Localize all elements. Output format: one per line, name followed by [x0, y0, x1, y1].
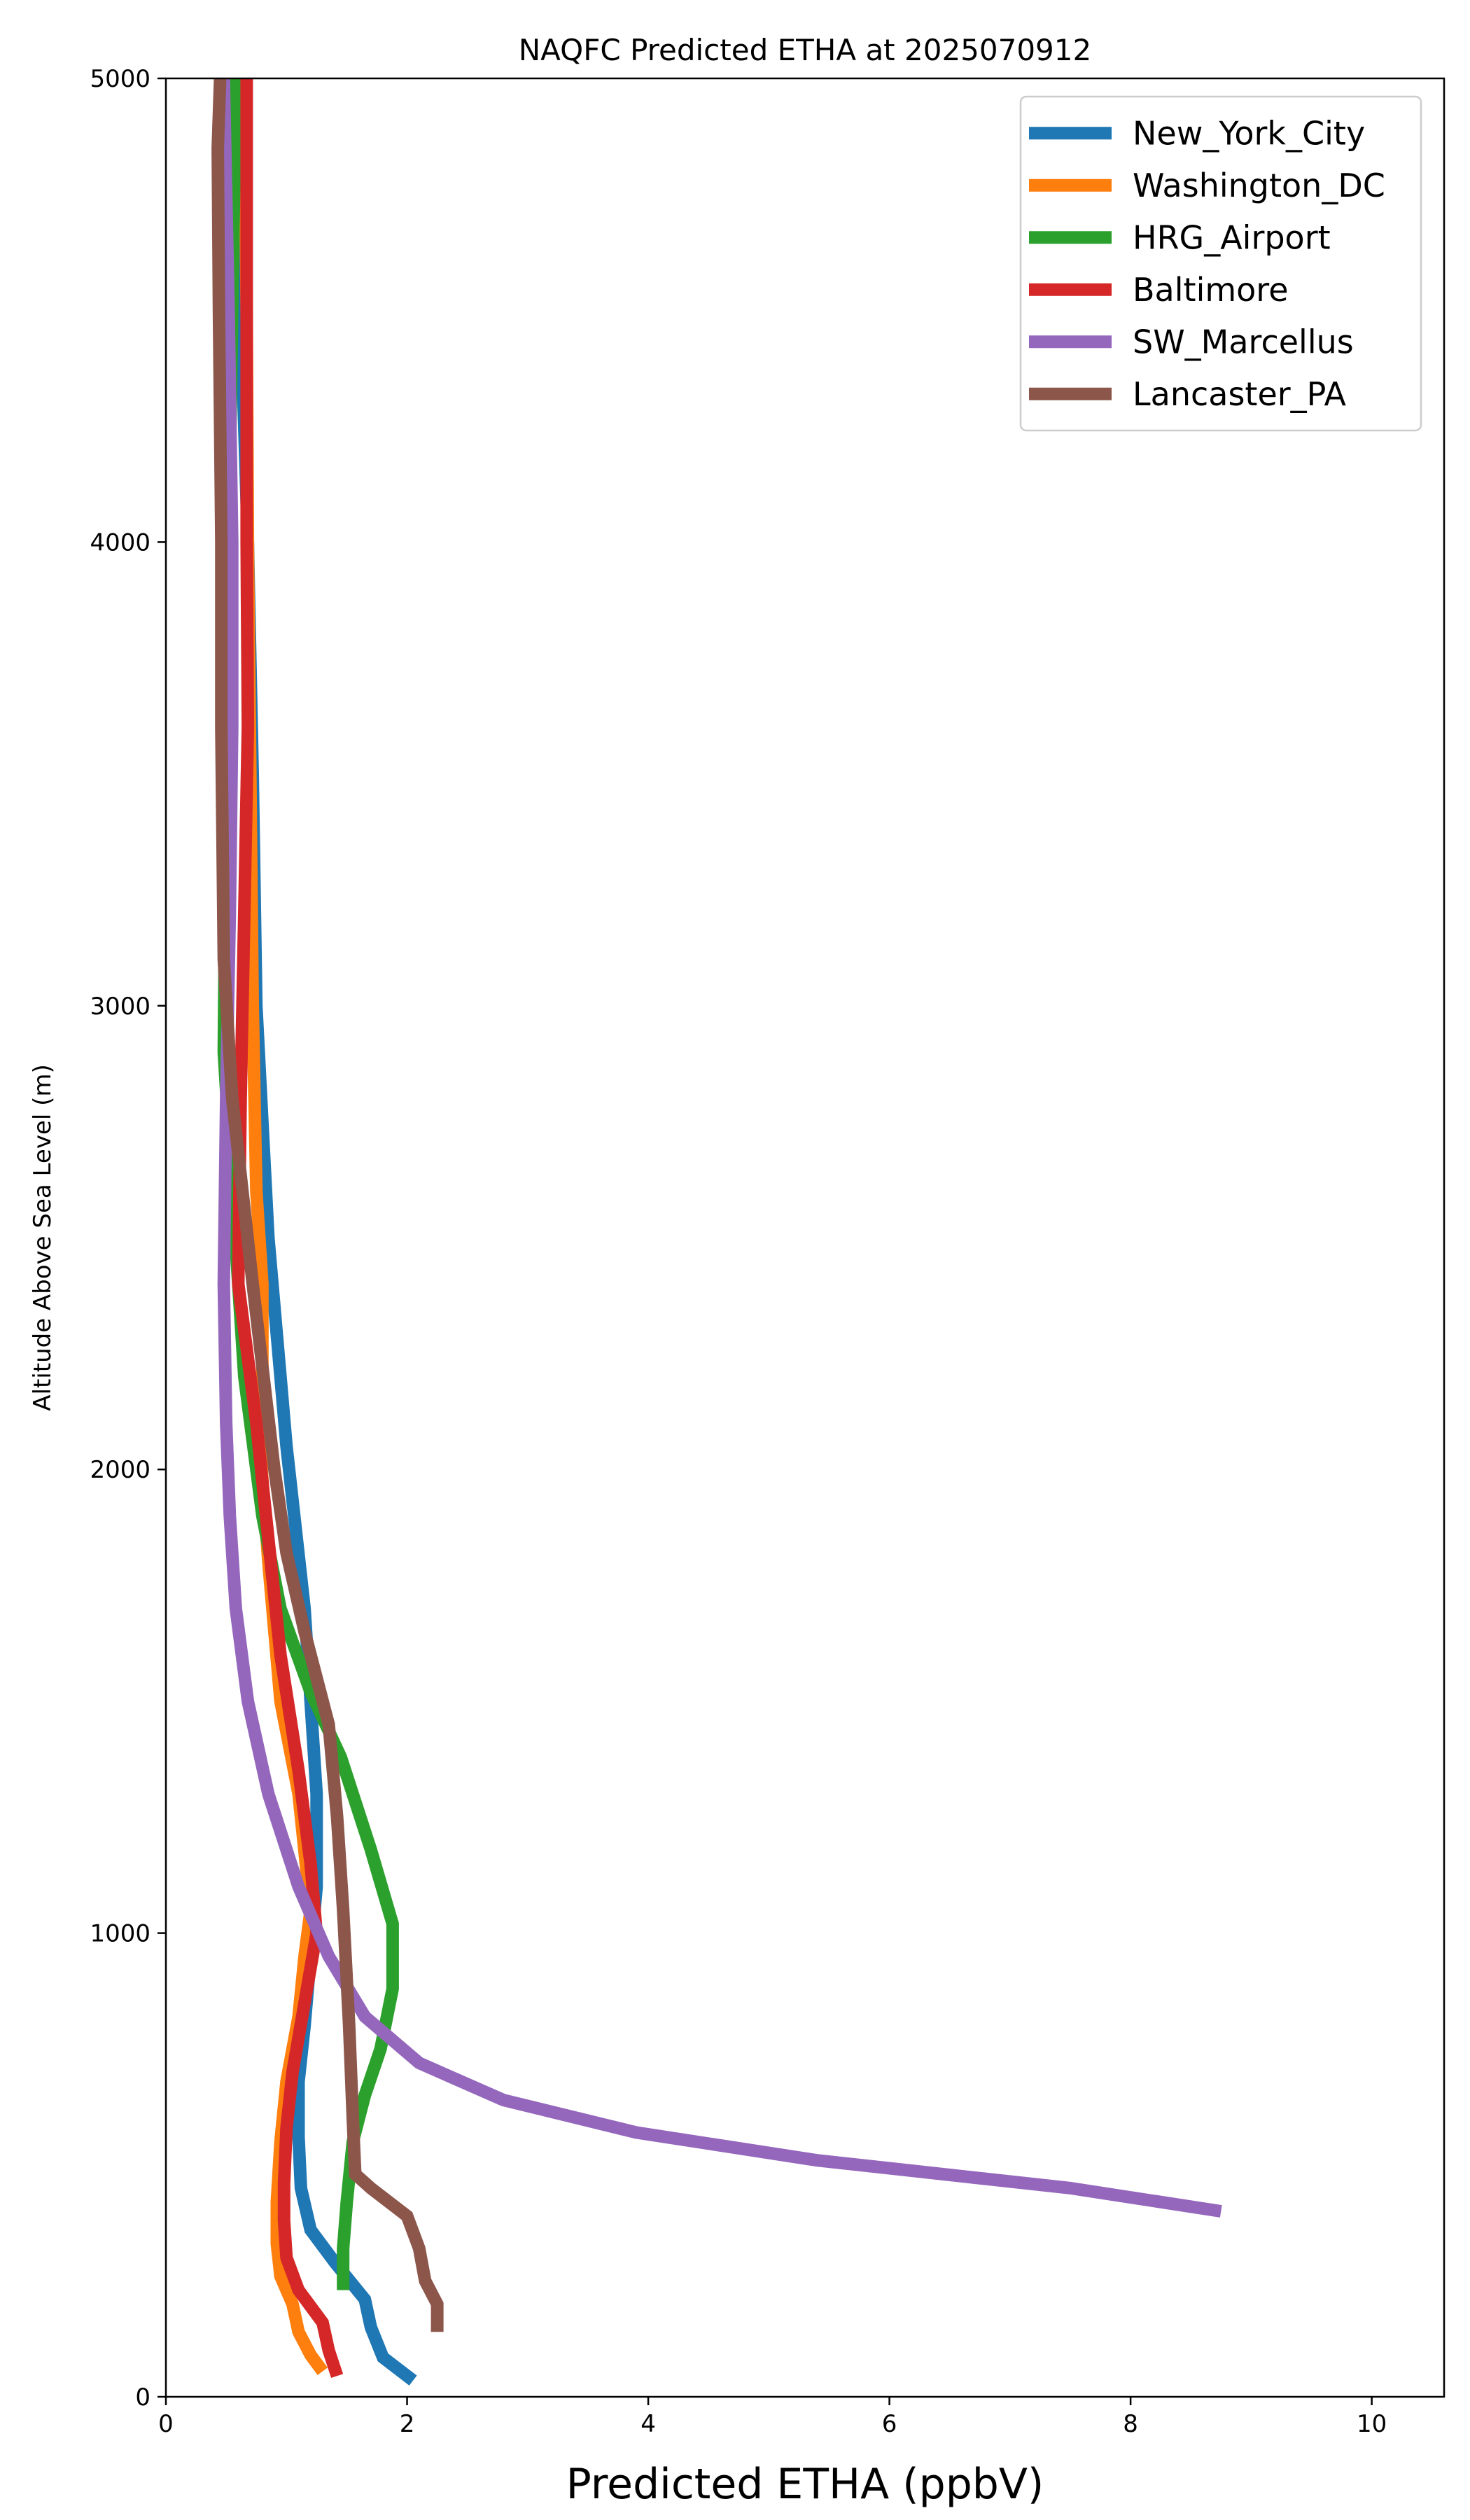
legend-label: SW_Marcellus — [1133, 323, 1354, 360]
series-line-lancaster-pa — [211, 78, 444, 2332]
y-tick-label: 3000 — [90, 993, 150, 1021]
x-axis-label: Predicted ETHA (ppbV) — [566, 2460, 1044, 2509]
legend-label: Washington_DC — [1133, 167, 1385, 204]
legend-label: Lancaster_PA — [1133, 375, 1346, 413]
series-line-sw-marcellus — [217, 78, 1222, 2218]
y-tick-label: 0 — [135, 2384, 150, 2412]
legend-label: HRG_Airport — [1133, 218, 1331, 256]
plot-frame — [164, 77, 1446, 2398]
x-tick-label: 10 — [1357, 2410, 1387, 2438]
x-tick-label: 0 — [158, 2410, 174, 2438]
y-tick-label: 5000 — [90, 65, 150, 93]
x-tick-label: 2 — [400, 2410, 415, 2438]
x-tick-label: 8 — [1123, 2410, 1138, 2438]
x-tick-label: 6 — [882, 2410, 897, 2438]
legend-label: Baltimore — [1133, 271, 1289, 309]
series-line-baltimore — [232, 78, 344, 2379]
legend-box — [1019, 95, 1422, 432]
series-line-washington-dc — [238, 78, 328, 2375]
y-tick-label: 2000 — [90, 1456, 150, 1484]
chart-title: NAQFC Predicted ETHA at 2025070912 — [519, 33, 1091, 67]
x-tick-label: 4 — [640, 2410, 656, 2438]
y-tick-label: 1000 — [90, 1920, 150, 1948]
axes: 0 2 4 6 8 10 0 1000 2000 3000 4000 5000 — [90, 65, 1387, 2438]
y-axis-label: Altitude Above Sea Level (m) — [29, 1064, 57, 1411]
legend-label: New_York_City — [1133, 114, 1365, 152]
y-tick-label: 4000 — [90, 528, 150, 556]
series-lines — [211, 78, 1222, 2386]
legend: New_York_City Washington_DC HRG_Airport Bal… — [1019, 95, 1422, 432]
